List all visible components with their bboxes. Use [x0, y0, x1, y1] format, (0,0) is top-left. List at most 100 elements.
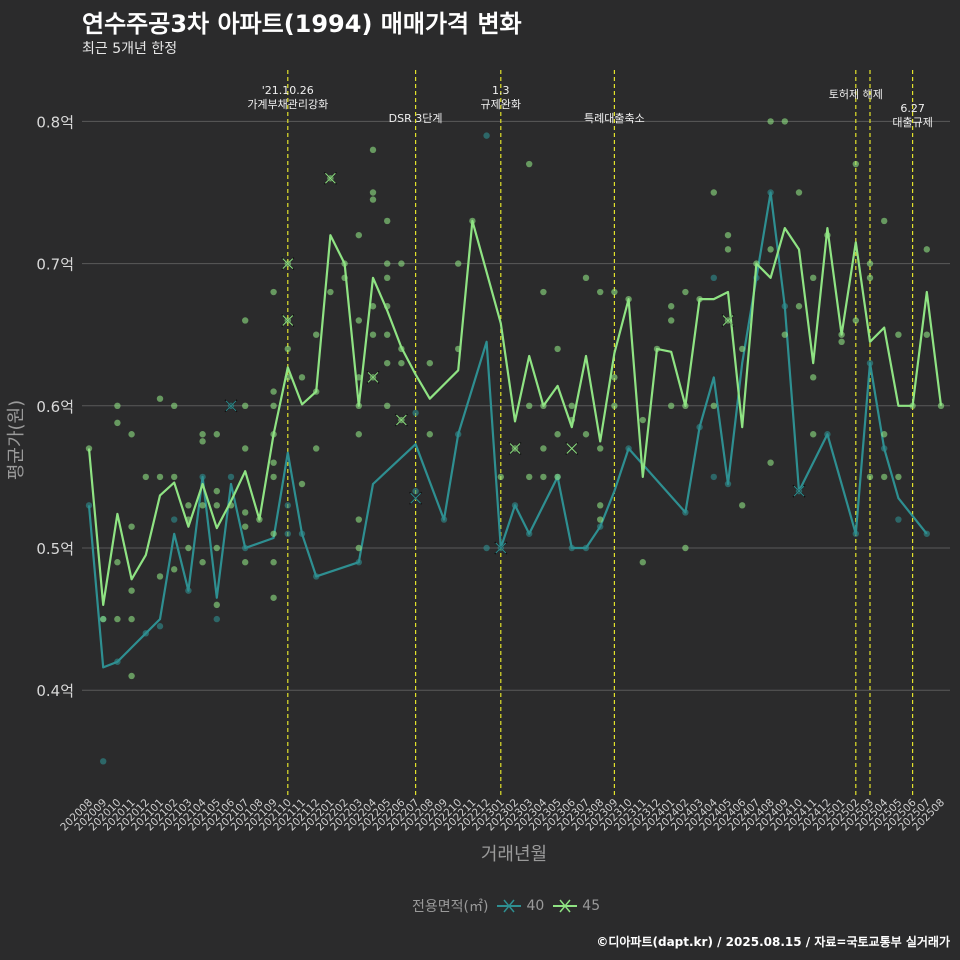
series-40-cross-marker [224, 399, 238, 413]
series-45-point [171, 473, 178, 481]
series-45-point [284, 345, 291, 353]
series-45-point [114, 559, 121, 566]
series-45-point [724, 231, 732, 239]
event-label: '21.10.26 [262, 84, 314, 97]
event-label: 1.3 [492, 84, 510, 97]
series-45-cross-marker [323, 171, 337, 185]
series-45-point [781, 331, 788, 338]
series-40-point [412, 409, 419, 417]
series-45-point [270, 288, 277, 296]
series-45-point [781, 118, 788, 125]
series-40-point [227, 473, 235, 481]
chart-subtitle: 최근 5개년 한정 [82, 41, 178, 57]
series-45-point [213, 431, 220, 438]
cross-stroke [282, 258, 294, 269]
cross-stroke [495, 542, 507, 554]
series-45-cross-marker [281, 313, 295, 327]
series-45-point [369, 146, 377, 154]
series-45-point [199, 438, 206, 445]
series-45-point [866, 473, 874, 481]
series-45-point [313, 445, 320, 452]
series-45-point [526, 473, 533, 481]
series-45-point [242, 523, 249, 530]
series-45-point [795, 189, 803, 196]
series-45-point [710, 402, 717, 409]
cross-stroke [722, 315, 734, 326]
series-45-point [639, 559, 646, 566]
cross-stroke [225, 400, 237, 412]
series-45-point [313, 331, 320, 338]
series-45-point [526, 402, 533, 409]
cross-stroke [282, 315, 294, 326]
series-45-point [270, 388, 277, 395]
series-45-point [668, 303, 675, 310]
y-tick-label: 0.4억 [36, 682, 74, 700]
event-label: 토허제 해제 [829, 87, 883, 101]
series-45-point [810, 274, 817, 282]
series-45-point [724, 246, 732, 253]
series-45-point [171, 402, 178, 409]
series-45-point [156, 473, 164, 481]
series-45-point [298, 374, 306, 381]
series-45-point [369, 196, 377, 203]
series-45-point [597, 502, 604, 509]
y-tick-label: 0.7억 [36, 256, 74, 274]
series-45-point [185, 502, 192, 509]
series-40-point [284, 530, 291, 537]
series-45-point [398, 359, 405, 367]
x-tick-labels: 2020082020092020102020112020122021012021… [58, 796, 947, 833]
series-45-point [668, 317, 675, 324]
series-45-point [369, 331, 377, 338]
series-45-point [767, 459, 774, 466]
y-tick-label: 0.5억 [36, 540, 74, 558]
series-45-point [568, 402, 575, 409]
series-45-point [355, 317, 362, 324]
series-45-point [270, 559, 277, 566]
series-45-point [270, 530, 277, 537]
cross-stroke [566, 443, 578, 454]
series-45-point [881, 431, 888, 438]
series-45-point [497, 473, 504, 481]
series-45-point [199, 431, 206, 438]
series-45-point [384, 217, 391, 225]
series-45-point [398, 260, 405, 267]
series-45-point [369, 303, 377, 310]
series-45-point [114, 615, 121, 623]
series-45-point [639, 416, 646, 424]
series-45-point [682, 544, 689, 552]
series-45-point [895, 473, 902, 481]
series-45-point [355, 544, 362, 552]
series-45-point [242, 402, 249, 409]
legend-title: 전용면적(㎡) [412, 899, 489, 915]
series-45-point [270, 594, 277, 601]
series-45-point [384, 359, 391, 367]
series-45-point [739, 502, 746, 509]
series-40-point [483, 544, 490, 552]
cross-stroke [325, 172, 336, 184]
series-45-point [100, 615, 107, 623]
legend-label-40: 40 [526, 898, 545, 914]
series-45-cross-marker [281, 257, 295, 271]
series-45-point [582, 274, 590, 282]
series-45-point [171, 566, 178, 573]
series-45-point [128, 615, 135, 623]
event-label: 특례대출축소 [584, 112, 645, 125]
series-45-point [668, 402, 675, 409]
series-45-cross-marker [721, 313, 735, 327]
series-40-point [284, 502, 291, 509]
series-40-point [710, 274, 717, 282]
series-45-point [114, 402, 121, 409]
y-tick-label: 0.6억 [36, 398, 74, 416]
series-45-point [554, 345, 561, 353]
series-45-point [923, 246, 930, 253]
series-40-point [171, 516, 178, 523]
series-45-point [142, 473, 149, 481]
source-caption: ©디아파트(dapt.kr) / 2025.08.15 / 자료=국토교통부 실… [596, 935, 950, 949]
series-45-point [554, 431, 561, 438]
series-45-cross-marker [366, 370, 380, 384]
legend: 전용면적(㎡) 40 45 [412, 896, 600, 916]
series-40-point [710, 473, 717, 481]
series-40-cross-marker [792, 484, 806, 498]
legend-item-45: 45 [552, 898, 600, 914]
